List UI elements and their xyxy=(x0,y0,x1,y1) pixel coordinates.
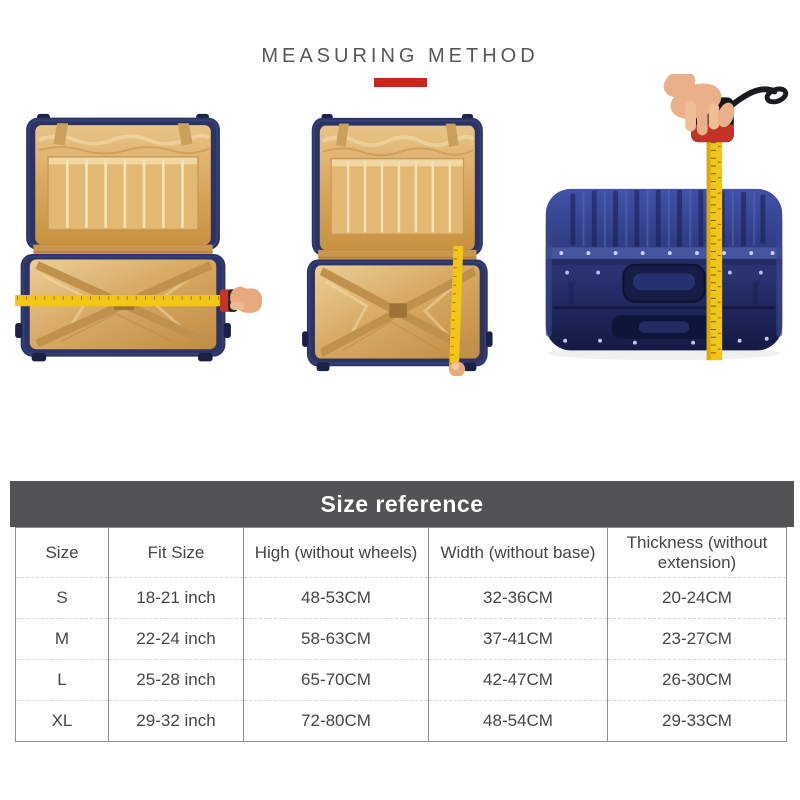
cell-high: 58-63CM xyxy=(243,618,429,660)
open-suitcase-width-illustration xyxy=(6,112,262,366)
cell-thickness: 26-30CM xyxy=(607,659,787,701)
cell-size: L xyxy=(15,659,109,701)
hand-holding-tape-measure xyxy=(663,74,735,136)
cell-width: 32-36CM xyxy=(428,577,608,619)
header-row: Size Fit Size High (without wheels) Widt… xyxy=(16,527,787,578)
title-underline-accent xyxy=(374,78,427,87)
cell-width: 37-41CM xyxy=(428,618,608,660)
table-row-xl: XL 29-32 inch 72-80CM 48-54CM 29-33CM xyxy=(15,700,787,742)
cell-fit-size: 25-28 inch xyxy=(108,659,244,701)
cell-thickness: 20-24CM xyxy=(607,577,787,619)
cell-width: 42-47CM xyxy=(428,659,608,701)
cell-thickness: 23-27CM xyxy=(607,618,787,660)
table-row-s: S 18-21 inch 48-53CM 32-36CM 20-24CM xyxy=(15,577,787,619)
open-suitcase-width-photo xyxy=(6,112,262,366)
cell-fit-size: 22-24 inch xyxy=(108,618,244,660)
column-header-fit-size: Fit Size xyxy=(108,527,244,578)
cell-high: 48-53CM xyxy=(243,577,429,619)
page-title: MEASURING METHOD xyxy=(261,45,539,67)
cell-high: 65-70CM xyxy=(243,659,429,701)
measuring-tape-vertical xyxy=(449,245,464,371)
cell-high: 72-80CM xyxy=(243,700,429,742)
cell-size: M xyxy=(15,618,109,660)
hand-holding-tape xyxy=(230,286,262,313)
table-row-m: M 22-24 inch 58-63CM 37-41CM 23-27CM xyxy=(15,618,787,660)
cell-fit-size: 18-21 inch xyxy=(108,577,244,619)
open-suitcase-height-illustration xyxy=(294,112,520,376)
cell-width: 48-54CM xyxy=(428,700,608,742)
column-header-width: Width (without base) xyxy=(428,527,608,578)
table-row-l: L 25-28 inch 65-70CM 42-47CM 26-30CM xyxy=(15,659,787,701)
cell-fit-size: 29-32 inch xyxy=(108,700,244,742)
header: MEASURING METHOD xyxy=(0,44,800,68)
measuring-tape-vertical xyxy=(706,136,723,361)
cell-thickness: 29-33CM xyxy=(607,700,787,742)
cell-size: S xyxy=(15,577,109,619)
column-header-size: Size xyxy=(45,542,79,562)
finger-holding-tape xyxy=(448,361,466,376)
column-header-high: High (without wheels) xyxy=(243,527,429,578)
closed-suitcase-illustration xyxy=(545,74,789,361)
column-header-thickness: Thickness (without extension) xyxy=(607,527,787,578)
closed-suitcase-thickness-photo xyxy=(538,74,790,366)
size-reference-table: Size Fit Size High (without wheels) Widt… xyxy=(15,527,787,742)
closed-suitcase-body xyxy=(545,188,783,351)
open-suitcase-height-photo xyxy=(294,112,520,376)
size-reference-title-bar: Size reference xyxy=(10,481,794,527)
cell-size: XL xyxy=(15,700,109,742)
